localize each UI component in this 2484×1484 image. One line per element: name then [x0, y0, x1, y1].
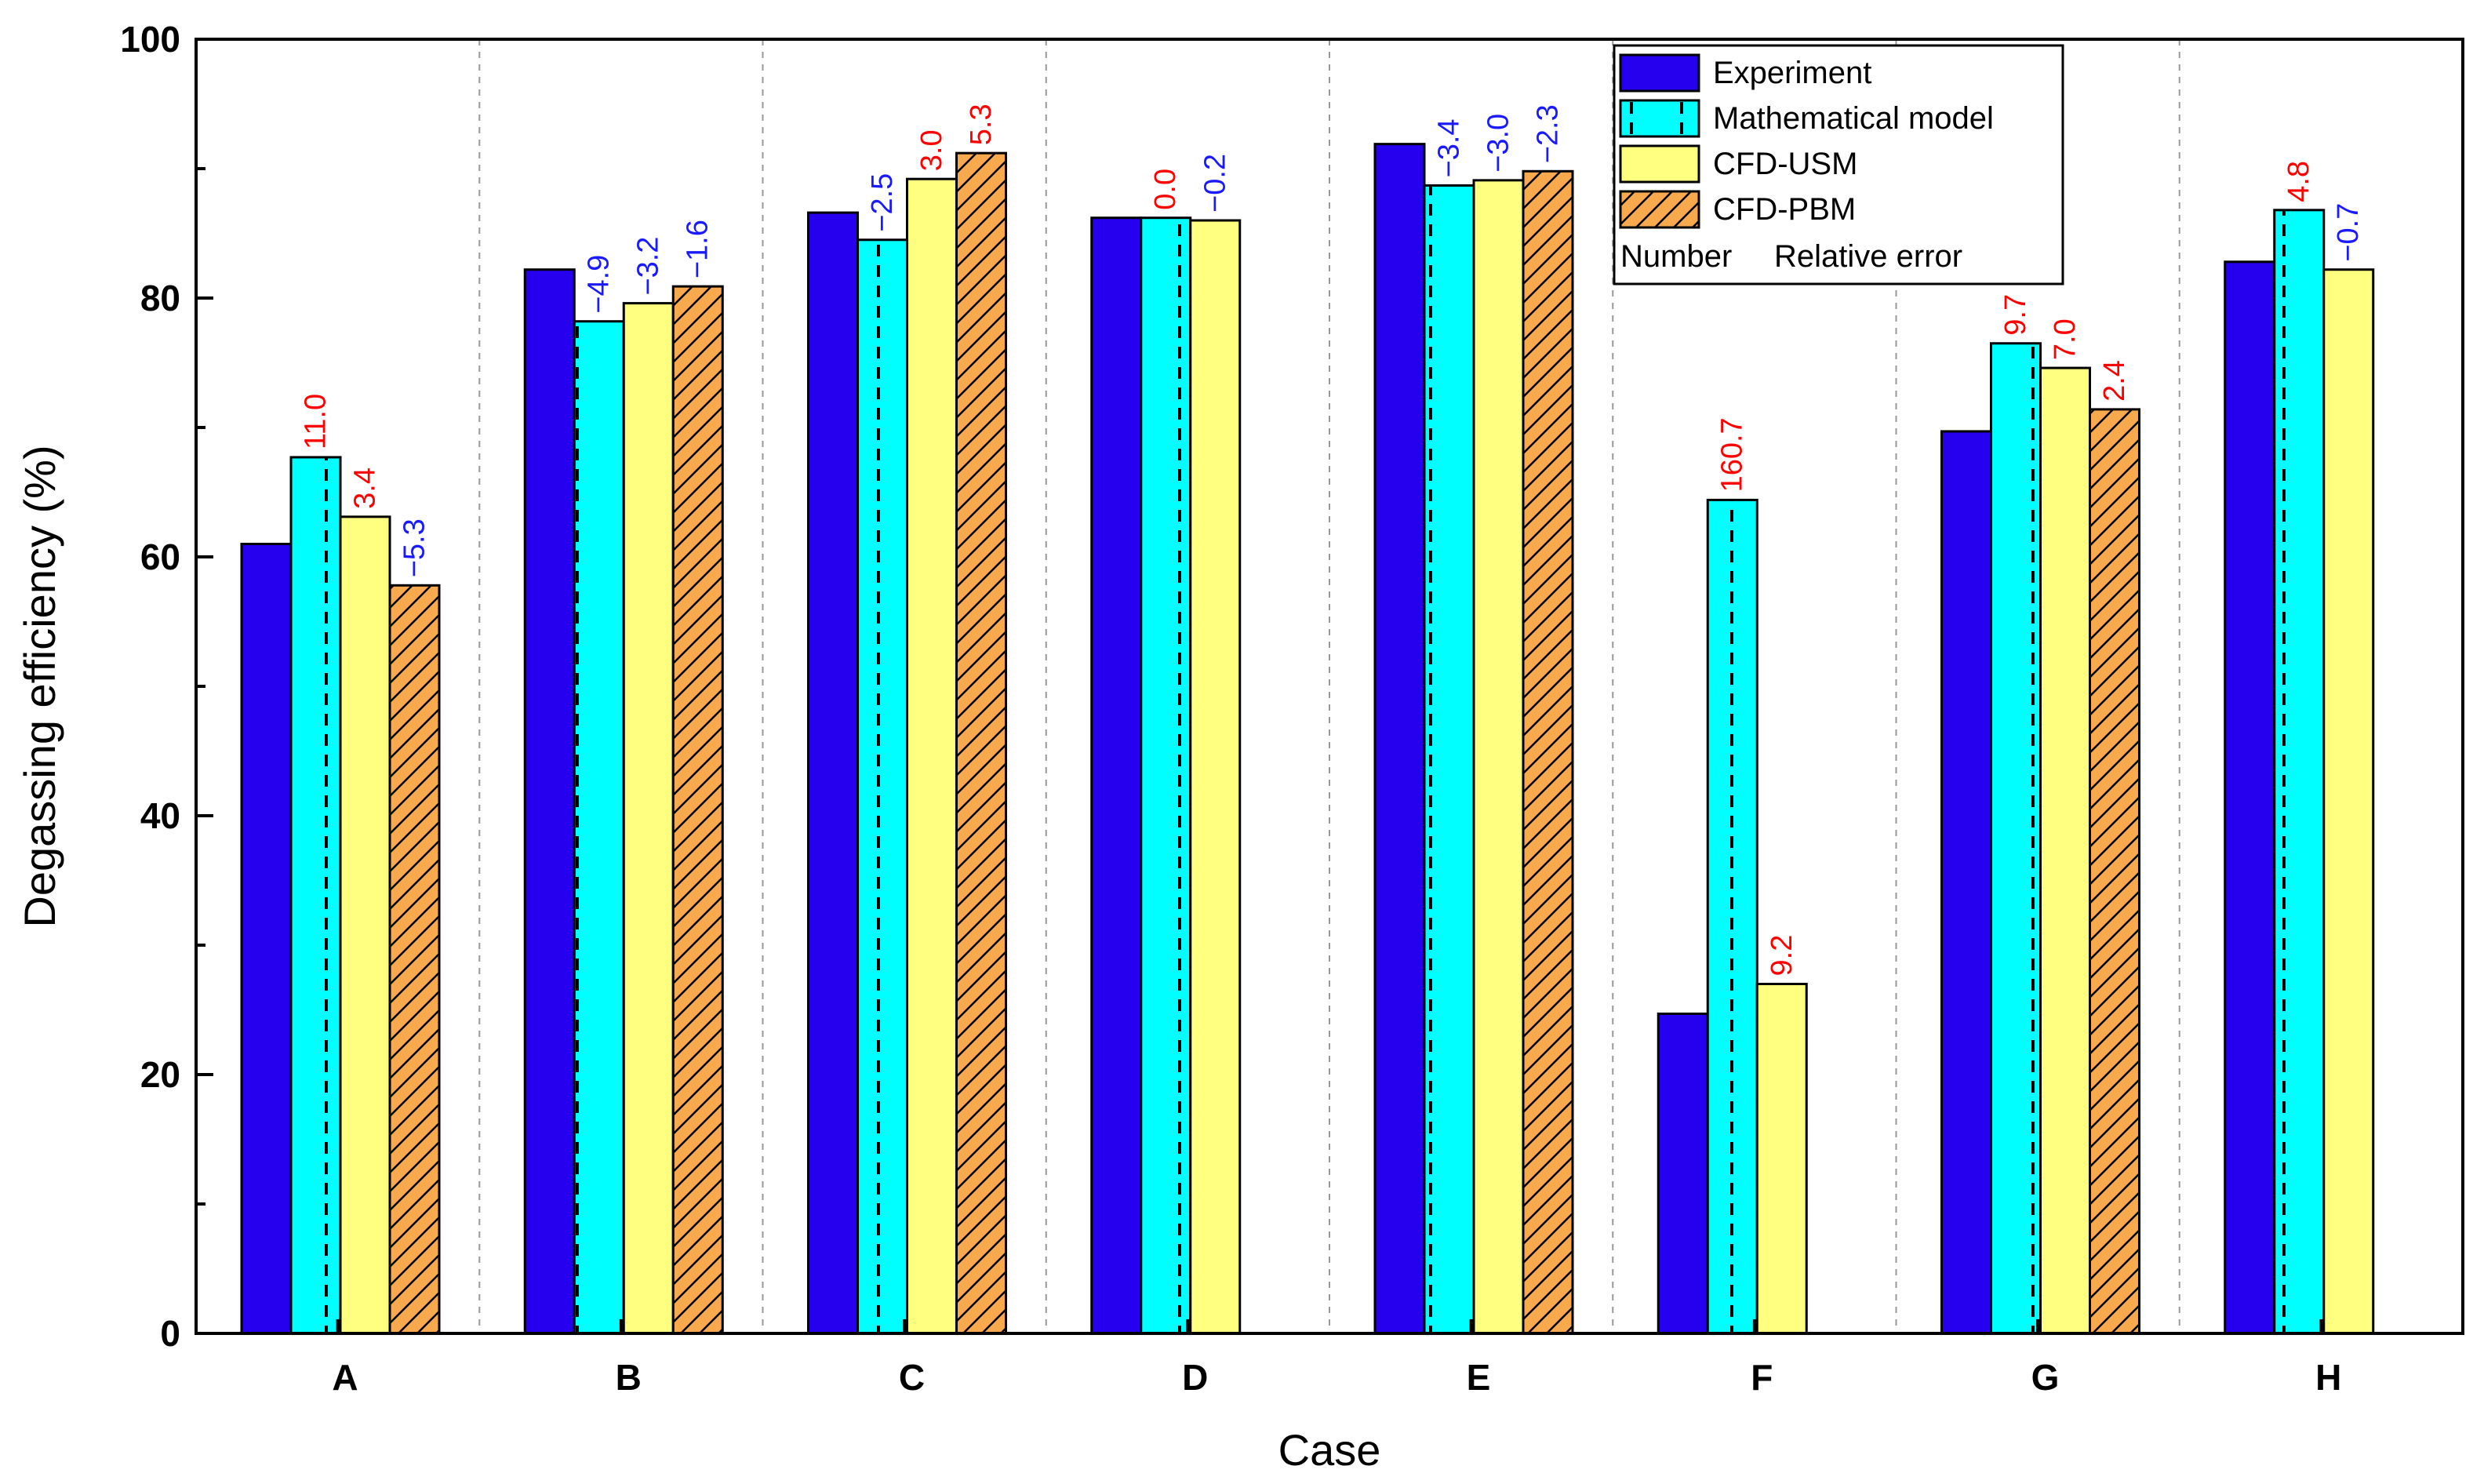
- error-label-usm-H: −0.7: [2332, 203, 2365, 262]
- error-label-pbm-A: −5.3: [398, 518, 431, 577]
- error-label-math-B: −4.9: [583, 255, 616, 314]
- x-tick-label-C: C: [899, 1357, 925, 1398]
- bar-usm-D: [1189, 219, 1242, 1335]
- bar-pbm-B: [671, 285, 724, 1335]
- bar-math-B: [573, 320, 625, 1335]
- error-label-usm-G: 7.0: [2049, 318, 2082, 360]
- bar-experiment-E: [1373, 143, 1426, 1335]
- bar-usm-C: [906, 177, 958, 1335]
- legend-label-math: Mathematical model: [1713, 101, 1994, 136]
- x-tick-label-B: B: [616, 1357, 642, 1398]
- error-label-pbm-G: 2.4: [2098, 360, 2131, 402]
- x-tick-label-H: H: [2315, 1357, 2341, 1398]
- bar-experiment-G: [1940, 430, 1992, 1335]
- legend-swatch-math: [1619, 99, 1700, 138]
- bar-math-E: [1423, 184, 1475, 1335]
- bar-experiment-F: [1657, 1012, 1709, 1335]
- error-label-usm-A: 3.4: [349, 467, 382, 509]
- bar-math-C: [856, 238, 908, 1335]
- bar-math-G: [1990, 342, 2042, 1335]
- bar-math-F: [1706, 498, 1758, 1335]
- legend-label-pbm: CFD-PBM: [1713, 192, 1856, 227]
- x-tick-label-A: A: [332, 1357, 358, 1398]
- error-label-usm-B: −3.2: [632, 237, 665, 296]
- bar-usm-A: [339, 515, 391, 1335]
- bar-experiment-H: [2224, 260, 2276, 1335]
- bar-math-H: [2273, 209, 2326, 1335]
- bar-experiment-A: [240, 543, 293, 1335]
- axis-layer: 0 20 40 60 80 100 A B C D E F G H: [120, 19, 2341, 1398]
- legend-swatch-pbm: [1619, 190, 1700, 229]
- bars-layer: [240, 143, 2375, 1335]
- y-axis-title: Degassing efficiency (%): [15, 445, 64, 927]
- legend-swatch-experiment: [1619, 53, 1700, 93]
- bar-usm-B: [622, 302, 675, 1335]
- bar-pbm-A: [388, 584, 441, 1335]
- bar-usm-G: [2039, 366, 2091, 1335]
- bar-math-A: [289, 456, 342, 1335]
- y-tick-label-1: 20: [140, 1054, 180, 1095]
- y-tick-label-4: 80: [140, 278, 180, 318]
- error-label-usm-C: 3.0: [915, 129, 948, 171]
- bar-experiment-D: [1090, 216, 1143, 1335]
- legend-label-usm: CFD-USM: [1713, 147, 1857, 181]
- y-tick-label-0: 0: [160, 1313, 180, 1354]
- error-label-math-H: 4.8: [2282, 161, 2315, 202]
- error-label-math-A: 11.0: [300, 394, 333, 449]
- x-tick-label-G: G: [2031, 1357, 2060, 1398]
- bar-pbm-G: [2089, 408, 2140, 1335]
- bar-usm-F: [1755, 983, 1808, 1335]
- bar-pbm-E: [1522, 169, 1574, 1335]
- error-label-math-F: 160.7: [1716, 417, 1749, 492]
- bar-pbm-C: [955, 151, 1007, 1335]
- legend: Experiment Mathematical model CFD-USM CF…: [1613, 44, 2064, 286]
- error-label-math-D: 0.0: [1149, 169, 1182, 210]
- error-label-math-C: −2.5: [866, 173, 899, 232]
- legend-note-text: Relative error: [1774, 239, 1962, 274]
- error-label-usm-E: −3.0: [1482, 114, 1515, 173]
- x-axis-title: Case: [1278, 1425, 1381, 1475]
- error-label-pbm-C: 5.3: [965, 104, 998, 145]
- x-tick-label-D: D: [1182, 1357, 1208, 1398]
- bar-usm-E: [1472, 179, 1525, 1335]
- legend-swatch-usm: [1619, 144, 1700, 184]
- x-tick-label-E: E: [1467, 1357, 1491, 1398]
- legend-note-number: Number: [1620, 239, 1732, 274]
- bar-experiment-B: [523, 268, 576, 1335]
- labels-layer: 11.0 3.4 −5.3 −4.9 −3.2 −1.6 −2.5 3.0 5.3 0.0 −0.2…: [300, 104, 2366, 976]
- error-label-usm-F: 9.2: [1766, 935, 1798, 977]
- error-label-usm-D: −0.2: [1198, 154, 1231, 213]
- y-tick-label-2: 40: [140, 795, 180, 836]
- error-label-math-G: 9.7: [1999, 294, 2032, 336]
- y-tick-label-5: 100: [120, 19, 180, 60]
- y-tick-label-3: 60: [140, 536, 180, 577]
- error-label-pbm-E: −2.3: [1532, 104, 1565, 163]
- legend-label-experiment: Experiment: [1713, 56, 1871, 90]
- error-label-math-E: −3.4: [1433, 118, 1466, 177]
- bar-usm-H: [2322, 268, 2375, 1335]
- x-tick-label-F: F: [1751, 1357, 1773, 1398]
- bar-math-D: [1140, 216, 1192, 1335]
- error-label-pbm-B: −1.6: [682, 220, 715, 278]
- bar-experiment-C: [807, 211, 859, 1335]
